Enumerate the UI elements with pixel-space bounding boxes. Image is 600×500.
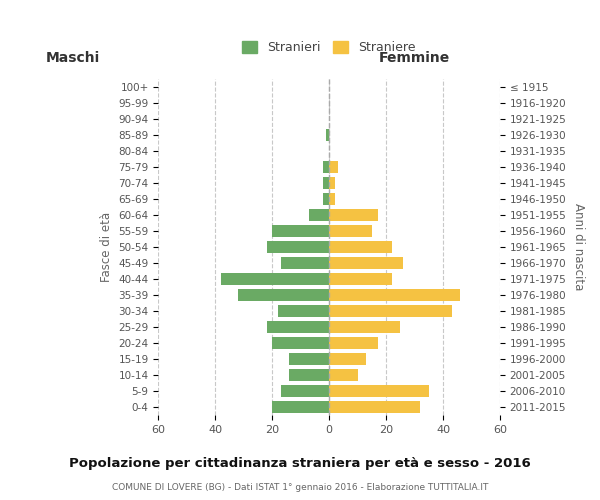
Bar <box>289 369 329 381</box>
Bar <box>326 129 329 141</box>
Bar <box>289 353 329 365</box>
Bar <box>329 161 338 173</box>
Bar <box>329 241 392 253</box>
Legend: Stranieri, Straniere: Stranieri, Straniere <box>242 42 416 54</box>
Bar <box>281 385 329 398</box>
Bar <box>272 402 329 413</box>
Bar <box>329 225 372 237</box>
Bar <box>323 161 329 173</box>
Bar <box>329 289 460 301</box>
Bar <box>329 257 403 269</box>
Bar <box>272 225 329 237</box>
Bar <box>329 305 452 317</box>
Bar <box>272 337 329 349</box>
Bar <box>329 321 400 333</box>
Bar <box>329 353 366 365</box>
Bar <box>329 402 420 413</box>
Bar <box>309 209 329 221</box>
Text: Maschi: Maschi <box>46 52 100 66</box>
Bar <box>329 177 335 189</box>
Bar <box>329 193 335 205</box>
Bar <box>221 273 329 285</box>
Bar <box>281 257 329 269</box>
Bar <box>329 385 429 398</box>
Bar <box>329 273 392 285</box>
Bar <box>266 321 329 333</box>
Text: Popolazione per cittadinanza straniera per età e sesso - 2016: Popolazione per cittadinanza straniera p… <box>69 458 531 470</box>
Text: Femmine: Femmine <box>379 52 450 66</box>
Text: COMUNE DI LOVERE (BG) - Dati ISTAT 1° gennaio 2016 - Elaborazione TUTTITALIA.IT: COMUNE DI LOVERE (BG) - Dati ISTAT 1° ge… <box>112 483 488 492</box>
Bar <box>266 241 329 253</box>
Bar <box>323 193 329 205</box>
Bar <box>329 369 358 381</box>
Y-axis label: Anni di nascita: Anni di nascita <box>572 204 585 290</box>
Y-axis label: Fasce di età: Fasce di età <box>100 212 113 282</box>
Bar <box>329 209 377 221</box>
Bar <box>323 177 329 189</box>
Bar <box>278 305 329 317</box>
Bar <box>238 289 329 301</box>
Bar <box>329 337 377 349</box>
